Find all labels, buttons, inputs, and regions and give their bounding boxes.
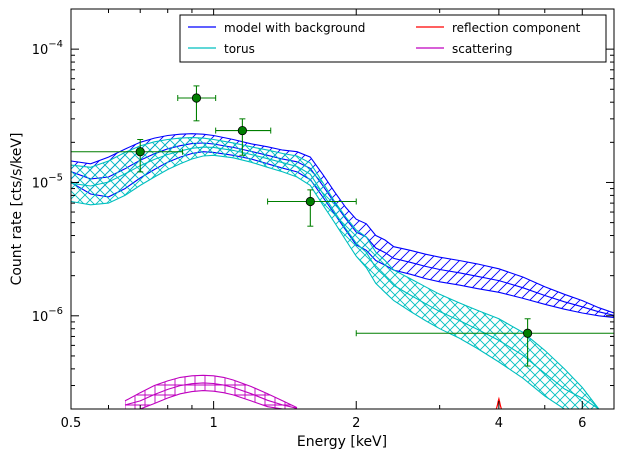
data-marker	[305, 196, 315, 207]
data-point-4	[355, 318, 614, 367]
torus-band-fill	[71, 137, 599, 409]
reflection-component-line	[495, 396, 502, 409]
scattering-median-curve	[124, 382, 298, 409]
data-point-2	[215, 118, 272, 156]
data-point-3	[267, 189, 357, 227]
scattering-upper-curve	[124, 374, 298, 409]
bands-layer	[71, 133, 614, 409]
legend-label-torus: torus	[224, 42, 255, 56]
x-tick-label: 0.5	[61, 416, 82, 431]
legend-label-reflection: reflection component	[452, 21, 581, 35]
torus-median-curve	[71, 146, 600, 409]
model-with-background-upper-curve	[71, 133, 614, 314]
x-tick-label: 4	[495, 416, 503, 431]
y-tick-label: 10−6	[32, 306, 63, 325]
legend: model with background reflection compone…	[179, 14, 607, 63]
data-marker	[523, 328, 533, 338]
model-with-background-band-fill	[71, 133, 614, 318]
data-point-0	[71, 139, 184, 173]
x-tick-label: 2	[352, 416, 360, 431]
y-tick-label: 10−5	[32, 172, 63, 191]
x-tick-label: 6	[578, 416, 586, 431]
y-axis-label: Count rate [cts/s/keV]	[9, 133, 25, 286]
legend-frame	[179, 14, 607, 63]
plot-frame	[70, 8, 615, 410]
data-marker	[237, 125, 247, 136]
scattering-lower-curve	[125, 390, 297, 409]
data-points-layer	[71, 85, 614, 367]
scattering-band-fill	[125, 375, 297, 409]
data-marker	[135, 147, 145, 157]
legend-label-scattering: scattering	[452, 42, 513, 56]
legend-label-model: model with background	[224, 21, 365, 35]
x-tick-label: 1	[209, 416, 217, 431]
data-point-1	[177, 85, 217, 122]
torus-lower-curve	[71, 154, 599, 409]
data-marker	[191, 93, 202, 103]
x-axis-label: Energy [keV]	[297, 434, 387, 450]
torus-upper-curve	[71, 137, 600, 409]
y-tick-label: 10−4	[32, 39, 63, 58]
